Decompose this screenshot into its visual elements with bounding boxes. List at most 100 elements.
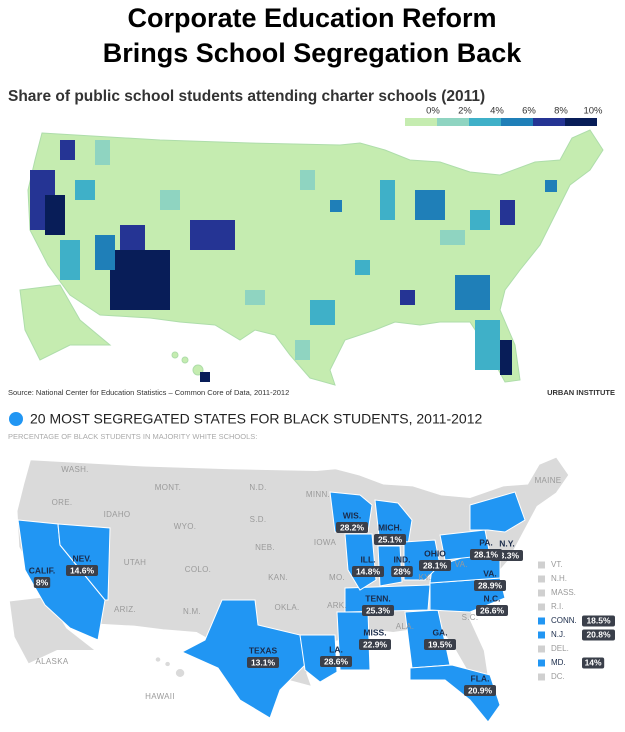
county-patches [30,140,557,382]
value-badge [470,549,502,560]
state-name: MASS. [551,588,576,597]
legend-label: 2% [458,106,472,117]
segregation-map: WASH. ORE. IDAHO MONT. N.D. MINN. S.D. WYO. NEB.… [8,456,615,723]
state-name: CONN. [551,616,577,625]
state-name: NEV. [72,553,91,563]
legend-swatch [469,118,501,126]
state-name: OHIO [424,548,446,558]
state-name: LA. [329,644,343,654]
legend-swatch [437,118,469,126]
state-name: IND. [394,554,411,564]
state-label: S.C. [462,613,479,622]
state-swatch [538,603,545,611]
state-label: KY. [419,573,432,582]
state-name: VT. [551,560,563,569]
state-label: IOWA [314,538,337,547]
state-label: MAINE [535,476,562,485]
value-badge [247,657,279,668]
state-name: DC. [551,672,565,681]
state-label: W. VA. [442,560,468,569]
state-label: ALA. [396,622,415,631]
legend-label: 10% [583,106,603,117]
state-name: PA. [479,537,493,547]
state-label: ALASKA [36,657,69,666]
state-label: MINN. [306,490,330,499]
state-name: ILL. [360,554,375,564]
small-state-list: VT. N.H. MASS. R.I. CONN. 18.5% N.J. 20.8% DEL. M… [538,560,615,681]
value-badge [419,560,451,571]
map-subtitle: PERCENTAGE OF BLACK STUDENTS IN MAJORITY… [8,432,257,441]
state-label: IDAHO [104,510,131,519]
legend-swatch [565,118,597,126]
state-swatch [538,645,545,653]
value-badge [582,615,615,627]
source: Source: National Center for Education St… [8,388,289,397]
state-label: MO. [329,573,345,582]
value-badge [336,522,368,533]
charter-map [19,129,604,386]
value-badge [320,656,352,667]
legend-swatch [501,118,533,126]
state-name: N.H. [551,574,567,583]
value-badge [352,566,384,577]
state-value: 28.9% [478,580,503,590]
state-value: 25.1% [378,534,403,544]
state-labels: WASH. ORE. IDAHO MONT. N.D. MINN. S.D. WYO. NEB.… [29,465,562,701]
map-title: 20 MOST SEGREGATED STATES FOR BLACK STUD… [30,411,482,427]
value-badge [476,605,508,616]
state-value: 28.6% [324,656,349,666]
state-name: N.Y. [499,538,515,548]
legend-swatch [405,118,437,126]
state-label: WASH. [61,465,88,474]
state-name: MICH. [378,522,402,532]
state-name: TENN. [365,593,391,603]
state-value: 20.9% [468,685,493,695]
title-bullet [9,412,23,426]
title-line: Corporate Education Reform [127,3,496,33]
legend-label: 0% [426,106,440,117]
state-name: FLA. [471,673,490,683]
value-badge [362,605,394,616]
state-label: ORE. [52,498,73,507]
map-title: Share of public school students attendin… [8,88,485,105]
state-name: CALIF. [29,565,55,575]
state-value: 28% [393,566,410,576]
state-label: KAN. [268,573,288,582]
state-swatch [538,673,545,681]
state-name: DEL. [551,644,569,653]
state-name: VA. [483,568,497,578]
value-badge [359,639,391,650]
title-line: Brings School Segregation Back [103,38,523,68]
state-swatch [538,575,545,583]
state-swatch [538,659,545,667]
value-badge [374,534,406,545]
state-label: HAWAII [145,692,175,701]
legend-swatch [533,118,565,126]
value-badge [582,629,615,641]
credit: URBAN INSTITUTE [547,388,615,397]
value-badge [474,580,506,591]
state-label: ARK. [327,601,347,610]
state-value: 14.6% [70,565,95,575]
state-name: MD. [551,658,566,667]
value-badge [33,577,51,588]
state-value: 28.1% [474,549,499,559]
legend-label: 8% [554,106,568,117]
state-name: GA. [432,627,447,637]
legend-label: 4% [490,106,504,117]
value-badge [66,565,98,576]
state-label: NEB. [255,543,275,552]
state-label: MONT. [155,483,181,492]
state-value: 28.2% [340,522,365,532]
state-value: 8% [36,577,49,587]
state-label: WYO. [174,522,197,531]
state-label: ARIZ. [114,605,136,614]
state-label: COLO. [185,565,211,574]
state-label: OKLA. [274,603,299,612]
legend-label: 6% [522,106,536,117]
state-value: 13.3% [495,550,520,560]
state-label: UTAH [124,558,146,567]
state-label: N.M. [183,607,201,616]
state-name: R.I. [551,602,563,611]
